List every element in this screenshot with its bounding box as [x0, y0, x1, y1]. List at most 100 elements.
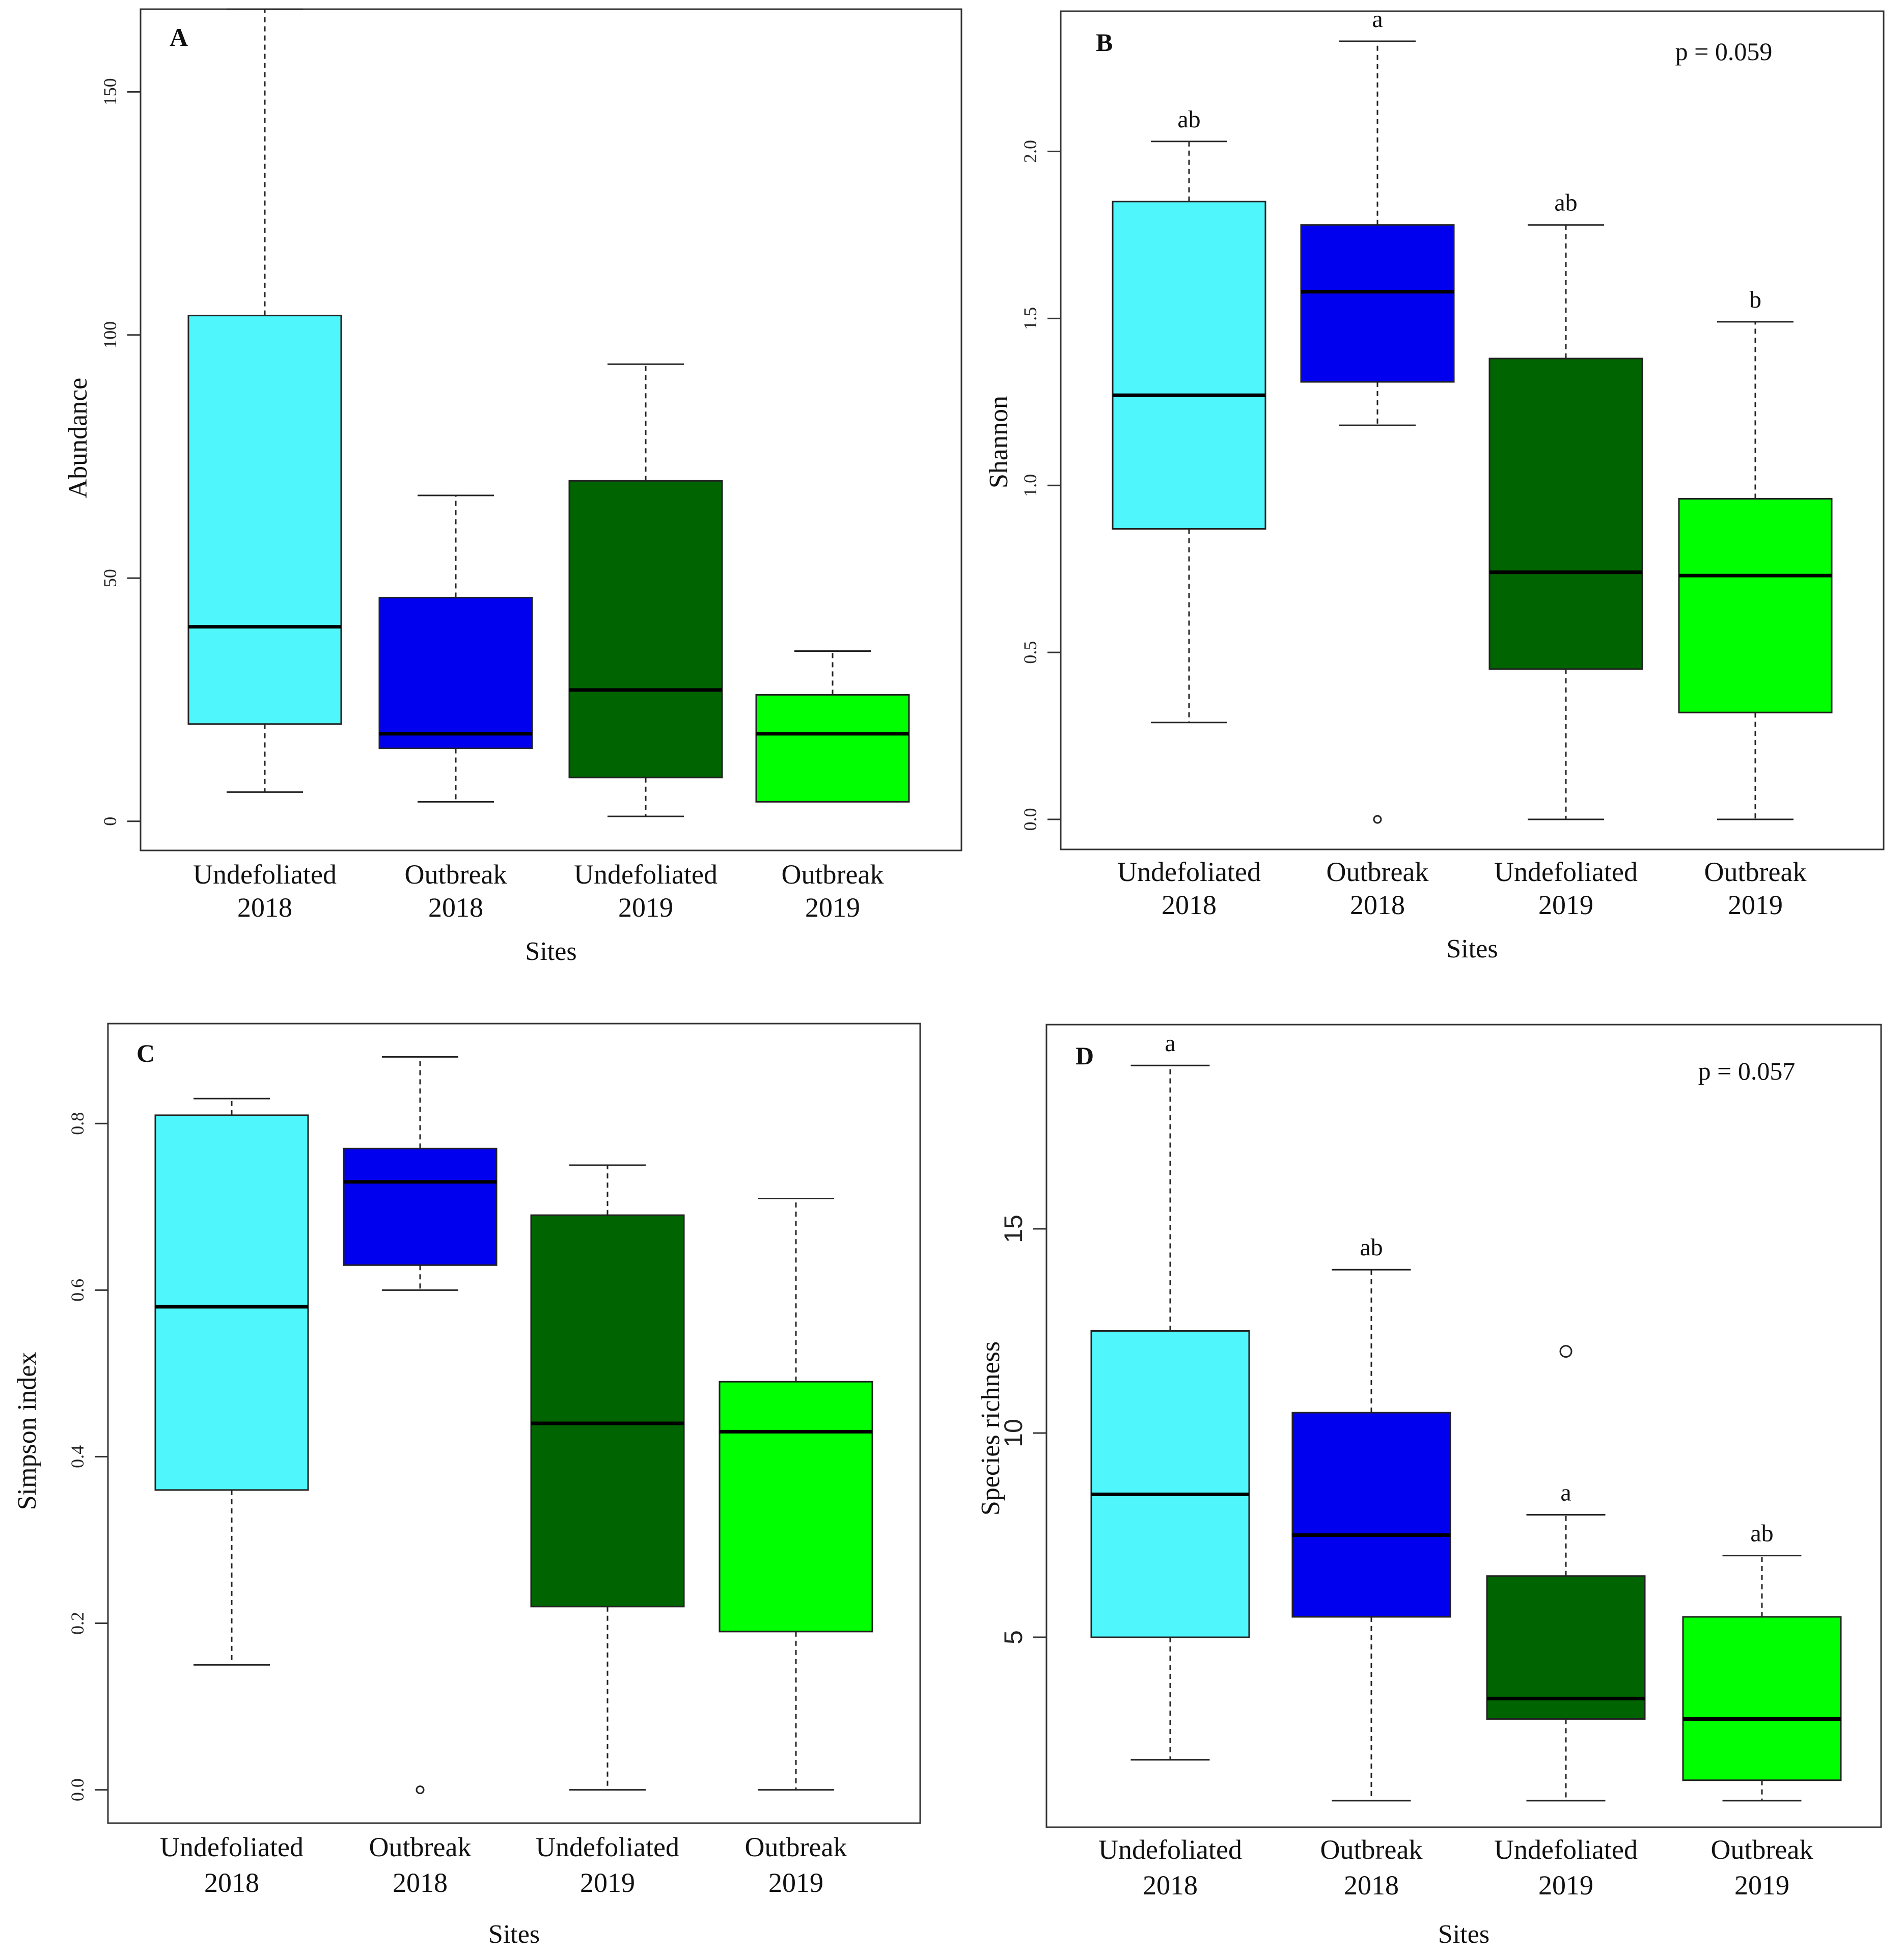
x-tick-label: Undefoliated: [536, 1832, 679, 1862]
x-tick-label: Outbreak: [745, 1832, 847, 1862]
iqr-box: [1488, 357, 1643, 670]
x-tick-label: Outbreak: [405, 859, 507, 890]
y-tick-label: 1.0: [1020, 474, 1040, 497]
box-2: Outbreak 2018: [343, 1056, 498, 1898]
x-tick-label: Undefoliated: [1494, 857, 1638, 887]
x-tick-label: 2018: [1143, 1870, 1198, 1901]
y-axis-label: Shannon: [984, 396, 1013, 488]
panel-letter: B: [1096, 28, 1113, 57]
x-tick-label: 2019: [1728, 890, 1783, 920]
iqr-box: [1090, 1330, 1250, 1638]
iqr-box: [530, 1214, 685, 1608]
iqr-box: [378, 596, 533, 749]
x-axis-label: Sites: [1438, 1920, 1489, 1949]
x-tick-label: Outbreak: [1704, 857, 1807, 887]
x-tick-label: 2018: [204, 1867, 259, 1898]
box-4: ab Outbreak 2019: [1682, 1520, 1842, 1901]
box-4: Outbreak 2019: [719, 1197, 873, 1898]
y-axis-label: Simpson index: [13, 1352, 42, 1510]
panel-letter: C: [136, 1039, 155, 1067]
x-axis-label: Sites: [525, 937, 576, 966]
box-3: a Undefoliated 2019: [1486, 1345, 1646, 1901]
plot-frame: [1060, 10, 1885, 850]
significance-letter: ab: [1360, 1234, 1383, 1261]
y-tick-label: 0: [100, 817, 120, 826]
panel-letter: A: [170, 23, 188, 51]
chart-panel-a: A050100150AbundanceSitesUndefoliated2018…: [64, 8, 962, 966]
iqr-box: [755, 694, 910, 803]
x-tick-label: Undefoliated: [1117, 857, 1261, 887]
y-tick-label: 0.4: [67, 1445, 88, 1468]
p-value: p = 0.059: [1675, 37, 1773, 66]
y-tick-label: 15: [999, 1215, 1028, 1243]
x-axis-label: Sites: [1446, 934, 1498, 964]
chart-panel-d: Dp = 0.057 5 10 15 Species richness Sites a Und…: [976, 1024, 1882, 1949]
box-3: Undefoliated 2019: [530, 1164, 685, 1898]
x-tick-label: 2018: [1162, 890, 1217, 920]
x-tick-label: Outbreak: [1711, 1834, 1813, 1865]
iqr-box: [1486, 1575, 1646, 1720]
x-tick-label: Outbreak: [369, 1832, 472, 1862]
x-tick-label: 2019: [1538, 890, 1593, 920]
iqr-box: [343, 1147, 498, 1266]
x-tick-label: 2019: [580, 1867, 635, 1898]
iqr-box: [568, 480, 723, 779]
plot-frame: [1045, 1024, 1882, 1828]
x-tick-label: 2018: [1350, 890, 1405, 920]
significance-letter: a: [1372, 6, 1383, 33]
x-tick-label: Undefoliated: [1098, 1834, 1242, 1865]
x-tick-label: 2018: [428, 892, 483, 923]
outlier-point: [1373, 815, 1382, 824]
x-axis-label: Sites: [488, 1920, 540, 1949]
y-tick-label: 100: [100, 321, 120, 349]
y-axis-label: Abundance: [64, 378, 93, 499]
significance-letter: ab: [1554, 189, 1577, 216]
panel-letter: D: [1075, 1041, 1094, 1070]
y-tick-label: 0.2: [67, 1612, 88, 1635]
x-tick-label: Outbreak: [782, 859, 884, 890]
y-axis-label: Species richness: [976, 1341, 1005, 1516]
iqr-box: [1300, 224, 1455, 383]
box-2: ab Outbreak 2018: [1291, 1234, 1451, 1901]
iqr-box: [1682, 1616, 1842, 1781]
x-tick-label: Outbreak: [1320, 1834, 1423, 1865]
x-tick-label: Undefoliated: [193, 859, 337, 890]
y-tick-label: 150: [100, 78, 120, 105]
plot-frame: [140, 8, 962, 851]
y-tick-label: 2.0: [1020, 140, 1040, 163]
y-tick-label: 0.0: [1020, 808, 1040, 831]
significance-letter: a: [1560, 1479, 1571, 1506]
iqr-box: [187, 315, 342, 725]
outlier-point: [416, 1785, 425, 1795]
x-tick-label: 2019: [1734, 1870, 1789, 1901]
x-tick-label: 2018: [1344, 1870, 1399, 1901]
significance-letter: b: [1749, 286, 1761, 313]
box-1: a Undefoliated 2018: [1090, 1030, 1250, 1901]
significance-letter: ab: [1750, 1520, 1773, 1547]
y-tick-label: 0.5: [1020, 641, 1040, 664]
y-tick-label: 0.0: [67, 1778, 88, 1801]
x-tick-label: Undefoliated: [574, 859, 718, 890]
iqr-box: [1291, 1412, 1451, 1618]
x-tick-label: Outbreak: [1327, 857, 1429, 887]
y-tick-label: 1.5: [1020, 307, 1040, 330]
iqr-box: [1678, 498, 1833, 713]
x-tick-label: 2018: [237, 892, 292, 923]
significance-letter: ab: [1177, 106, 1200, 133]
y-tick-label: 50: [100, 569, 120, 587]
iqr-box: [154, 1114, 309, 1491]
iqr-box: [1112, 201, 1266, 530]
y-tick-label: 0.8: [67, 1112, 88, 1135]
y-tick-label: 5: [999, 1630, 1028, 1644]
significance-letter: a: [1165, 1030, 1175, 1057]
x-tick-label: 2018: [393, 1867, 448, 1898]
y-tick-label: 10: [999, 1419, 1028, 1447]
plot-frame: [107, 1023, 921, 1824]
x-tick-label: 2019: [618, 892, 673, 923]
